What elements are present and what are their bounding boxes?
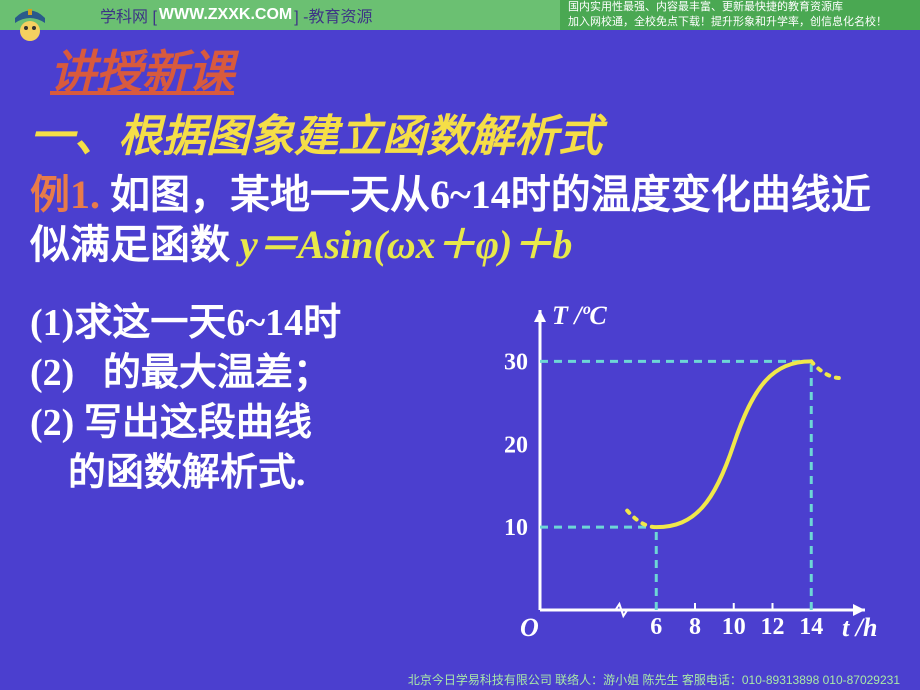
top-banner-right: 国内实用性最强、内容最丰富、更新最快捷的教育资源库 加入网校通，全校免点下载！提…: [560, 0, 920, 30]
q3-text: 写出这段曲线: [74, 402, 312, 444]
temperature-chart: 6 8 10 12 14 10 20 30 T /ºC t /h O: [470, 290, 890, 650]
svg-text:t /h: t /h: [842, 613, 877, 642]
site-label-post: ] -教育资源: [294, 3, 372, 27]
q3-pre: (2): [30, 402, 74, 444]
question-2: (2) 的最大温差；: [30, 348, 341, 398]
q1-text: 求这一天6~14时: [74, 302, 341, 344]
chart-svg: 6 8 10 12 14 10 20 30 T /ºC t /h O: [470, 290, 890, 650]
q1-pre: (1): [30, 302, 74, 344]
svg-text:14: 14: [799, 614, 823, 640]
svg-text:10: 10: [504, 515, 528, 541]
question-3: (2) 写出这段曲线: [30, 398, 341, 448]
problem-formula: y＝Asin(ωx＋φ)＋b: [240, 222, 572, 267]
svg-text:30: 30: [504, 349, 528, 375]
svg-text:O: O: [520, 613, 539, 642]
svg-text:12: 12: [761, 614, 785, 640]
svg-text:T /ºC: T /ºC: [552, 301, 607, 330]
tagline-1: 国内实用性最强、内容最丰富、更新最快捷的教育资源库: [568, 0, 912, 15]
example-label: 例1.: [30, 172, 100, 217]
slide-root: 学科网 [ WWW.ZXXK.COM ] -教育资源 国内实用性最强、内容最丰富…: [0, 0, 920, 690]
top-banner-left: 学科网 [ WWW.ZXXK.COM ] -教育资源: [0, 0, 560, 30]
lesson-heading: 讲授新课: [50, 36, 234, 102]
q2-pre: (2): [30, 352, 74, 394]
footer-banner: 北京今日学易科技有限公司 联络人：游小姐 陈先生 客服电话：010-893138…: [0, 670, 920, 690]
site-url: WWW.ZXXK.COM: [159, 6, 292, 24]
problem-text: 例1. 如图，某地一天从6~14时的温度变化曲线近似满足函数 y＝Asin(ωx…: [30, 170, 900, 270]
svg-text:10: 10: [722, 614, 746, 640]
site-label-pre: 学科网 [: [100, 3, 157, 27]
svg-text:8: 8: [689, 614, 701, 640]
question-3-cont: 的函数解析式.: [30, 448, 341, 498]
section-heading: 一、根据图象建立函数解析式: [30, 100, 602, 164]
question-1: (1)求这一天6~14时: [30, 298, 341, 348]
svg-text:6: 6: [650, 614, 662, 640]
svg-text:20: 20: [504, 432, 528, 458]
tagline-2: 加入网校通，全校免点下载！提升形象和升学率，创信息化名校！: [568, 15, 912, 30]
top-banner: 学科网 [ WWW.ZXXK.COM ] -教育资源 国内实用性最强、内容最丰富…: [0, 0, 920, 30]
slide-main: 讲授新课 一、根据图象建立函数解析式 例1. 如图，某地一天从6~14时的温度变…: [0, 30, 920, 670]
q2-text: 的最大温差；: [74, 352, 331, 394]
question-list: (1)求这一天6~14时 (2) 的最大温差； (2) 写出这段曲线 的函数解析…: [30, 298, 341, 498]
